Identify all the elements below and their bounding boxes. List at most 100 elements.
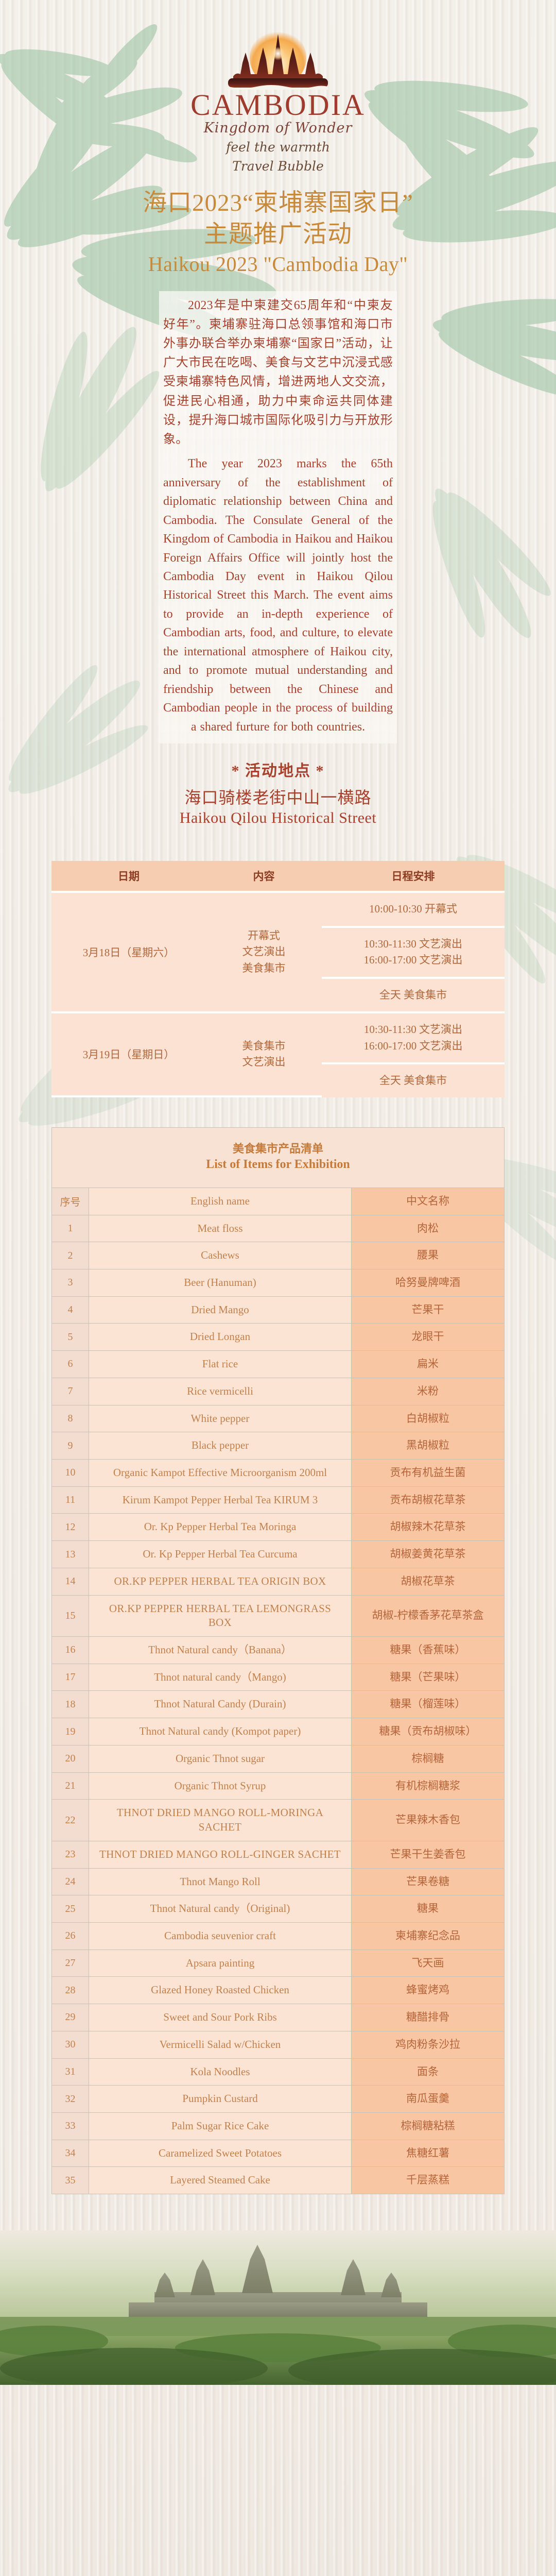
item-english-cell: Thnot Natural candy (Kompot paper) <box>89 1718 352 1745</box>
table-row: 3 Beer (Hanuman) 哈努曼牌啤酒 <box>51 1268 505 1297</box>
table-row: 8 White pepper 白胡椒粒 <box>51 1404 505 1433</box>
item-chinese-cell: 黑胡椒粒 <box>351 1432 505 1460</box>
items-caption-row: 美食集市产品清单 List of Items for Exhibition <box>51 1127 505 1188</box>
item-chinese-cell: 棕榈糖粘糕 <box>351 2112 505 2140</box>
table-row: 34 Caramelized Sweet Potatoes 焦糖红薯 <box>51 2139 505 2167</box>
item-english-cell: Apsara painting <box>89 1949 352 1977</box>
item-number-cell: 7 <box>51 1377 89 1405</box>
item-number-cell: 12 <box>51 1513 89 1541</box>
item-number-cell: 15 <box>51 1595 89 1637</box>
table-row: 26 Cambodia seuvenior craft 柬埔寨纪念品 <box>51 1922 505 1950</box>
item-english-cell: Organic Kampot Effective Microorganism 2… <box>89 1459 352 1487</box>
item-english-cell: Thnot Natural Candy (Durain) <box>89 1690 352 1719</box>
items-caption-cell: 美食集市产品清单 List of Items for Exhibition <box>51 1127 505 1188</box>
schedule-content-cell: 美食集市 文艺演出 <box>206 1013 322 1097</box>
item-number-cell: 17 <box>51 1663 89 1691</box>
item-number-cell: 30 <box>51 2030 89 2059</box>
item-number-cell: 14 <box>51 1567 89 1596</box>
venue-name-chinese: 海口骑楼老街中山一横路 <box>184 788 372 807</box>
table-row: 15 OR.KP PEPPER HERBAL TEA LEMONGRASS BOX… <box>51 1595 505 1637</box>
item-chinese-cell: 蜂蜜烤鸡 <box>351 1976 505 2005</box>
venue-block: * 活动地点 * 海口骑楼老街中山一横路 Haikou Qilou Histor… <box>0 758 556 827</box>
items-table: 美食集市产品清单 List of Items for Exhibition 序号… <box>51 1127 505 2195</box>
venue-name-english: Haikou Qilou Historical Street <box>179 809 377 827</box>
item-number-cell: 9 <box>51 1432 89 1460</box>
item-number-cell: 1 <box>51 1214 89 1243</box>
table-row: 29 Sweet and Sour Pork Ribs 糖醋排骨 <box>51 2004 505 2031</box>
angkor-wat-silhouette <box>0 2230 556 2385</box>
table-row: 25 Thnot Natural candy（Original) 糖果 <box>51 1895 505 1923</box>
schedule-slot-cell: 全天 美食集市 <box>322 978 505 1014</box>
title-english: Haikou 2023 "Cambodia Day" <box>148 252 408 276</box>
item-english-cell: Or. Kp Pepper Herbal Tea Moringa <box>89 1513 352 1541</box>
item-chinese-cell: 胡椒辣木花草茶 <box>351 1513 505 1541</box>
item-chinese-cell: 糖果（芒果味） <box>351 1663 505 1691</box>
schedule-col-slots: 日程安排 <box>322 861 505 893</box>
item-english-cell: Dried Longan <box>89 1323 352 1351</box>
table-row: 10 Organic Kampot Effective Microorganism… <box>51 1459 505 1487</box>
item-english-cell: Thnot Mango Roll <box>89 1868 352 1896</box>
schedule-date-cell: 3月18日（星期六） <box>51 893 206 1014</box>
schedule-table-wrapper: 日期 内容 日程安排 3月18日（星期六） 开幕式 文艺演出 美食集市 10:00-10… <box>51 861 505 1097</box>
item-chinese-cell: 芒果辣木香包 <box>351 1799 505 1841</box>
item-number-cell: 26 <box>51 1922 89 1950</box>
item-english-cell: Flat rice <box>89 1350 352 1378</box>
item-english-cell: Beer (Hanuman) <box>89 1268 352 1297</box>
item-english-cell: Palm Sugar Rice Cake <box>89 2112 352 2140</box>
table-row: 全天 美食集市 <box>51 978 505 1014</box>
item-number-cell: 6 <box>51 1350 89 1378</box>
table-row: 33 Palm Sugar Rice Cake 棕榈糖粘糕 <box>51 2112 505 2140</box>
page-title: 海口2023“柬埔寨国家日” 主题推广活动 Haikou 2023 "Cambo… <box>0 188 556 277</box>
item-chinese-cell: 棕榈糖 <box>351 1744 505 1773</box>
table-row: 14 OR.KP PEPPER HERBAL TEA ORIGIN BOX 胡椒花草… <box>51 1567 505 1596</box>
table-row: 12 Or. Kp Pepper Herbal Tea Moringa 胡椒辣木花草… <box>51 1513 505 1541</box>
item-number-cell: 11 <box>51 1486 89 1514</box>
item-english-cell: Dried Mango <box>89 1296 352 1324</box>
item-number-cell: 33 <box>51 2112 89 2140</box>
item-chinese-cell: 白胡椒粒 <box>351 1404 505 1433</box>
table-row: 3月19日（星期日） 美食集市 文艺演出 10:30-11:30 文艺演出 16:00-… <box>51 1013 505 1097</box>
item-english-cell: Black pepper <box>89 1432 352 1460</box>
item-number-cell: 28 <box>51 1976 89 2005</box>
item-english-cell: Kola Noodles <box>89 2058 352 2086</box>
item-english-cell: THNOT DRIED MANGO ROLL-MORINGA SACHET <box>89 1799 352 1841</box>
table-row: 18 Thnot Natural Candy (Durain) 糖果（榴莲味） <box>51 1690 505 1719</box>
item-english-cell: Layered Steamed Cake <box>89 2166 352 2195</box>
item-number-cell: 4 <box>51 1296 89 1324</box>
table-row: 9 Black pepper 黑胡椒粒 <box>51 1432 505 1460</box>
schedule-slot-cell: 10:30-11:30 文艺演出 16:00-17:00 文艺演出 <box>322 1013 505 1065</box>
item-english-cell: Sweet and Sour Pork Ribs <box>89 2004 352 2031</box>
schedule-content-cell: 开幕式 文艺演出 美食集市 <box>206 893 322 1014</box>
table-row: 35 Layered Steamed Cake 千层蒸糕 <box>51 2166 505 2195</box>
table-row: 全天 美食集市 <box>51 1064 505 1097</box>
item-english-cell: Kirum Kampot Pepper Herbal Tea KIRUM 3 <box>89 1486 352 1514</box>
table-row: 6 Flat rice 扁米 <box>51 1350 505 1378</box>
item-chinese-cell: 千层蒸糕 <box>351 2166 505 2195</box>
item-number-cell: 29 <box>51 2004 89 2031</box>
item-number-cell: 24 <box>51 1868 89 1896</box>
table-row: 4 Dried Mango 芒果干 <box>51 1296 505 1324</box>
item-chinese-cell: 胡椒花草茶 <box>351 1567 505 1596</box>
item-english-cell: OR.KP PEPPER HERBAL TEA LEMONGRASS BOX <box>89 1595 352 1637</box>
schedule-header-row: 日期 内容 日程安排 <box>51 861 505 893</box>
item-number-cell: 25 <box>51 1895 89 1923</box>
item-number-cell: 8 <box>51 1404 89 1433</box>
item-number-cell: 31 <box>51 2058 89 2086</box>
table-row: 23 THNOT DRIED MANGO ROLL-GINGER SACHET 芒果… <box>51 1840 505 1869</box>
item-number-cell: 22 <box>51 1799 89 1841</box>
item-english-cell: Cambodia seuvenior craft <box>89 1922 352 1950</box>
item-number-cell: 5 <box>51 1323 89 1351</box>
item-number-cell: 20 <box>51 1744 89 1773</box>
item-chinese-cell: 贡布有机益生菌 <box>351 1459 505 1487</box>
table-row: 1 Meat floss 肉松 <box>51 1214 505 1243</box>
paragraph-chinese: 2023年是中柬建交65周年和“中柬友好年”。柬埔寨驻海口总领事馆和海口市外事办… <box>163 298 393 447</box>
schedule-table: 日期 内容 日程安排 3月18日（星期六） 开幕式 文艺演出 美食集市 10:00-10… <box>51 861 505 1097</box>
item-number-cell: 13 <box>51 1540 89 1568</box>
item-chinese-cell: 南瓜蛋羹 <box>351 2085 505 2113</box>
item-chinese-cell: 扁米 <box>351 1350 505 1378</box>
items-col-no: 序号 <box>51 1187 89 1215</box>
item-english-cell: White pepper <box>89 1404 352 1433</box>
venue-heading: * 活动地点 * <box>231 762 325 780</box>
table-row: 2 Cashews 腰果 <box>51 1242 505 1269</box>
item-chinese-cell: 鸡肉粉条沙拉 <box>351 2030 505 2059</box>
